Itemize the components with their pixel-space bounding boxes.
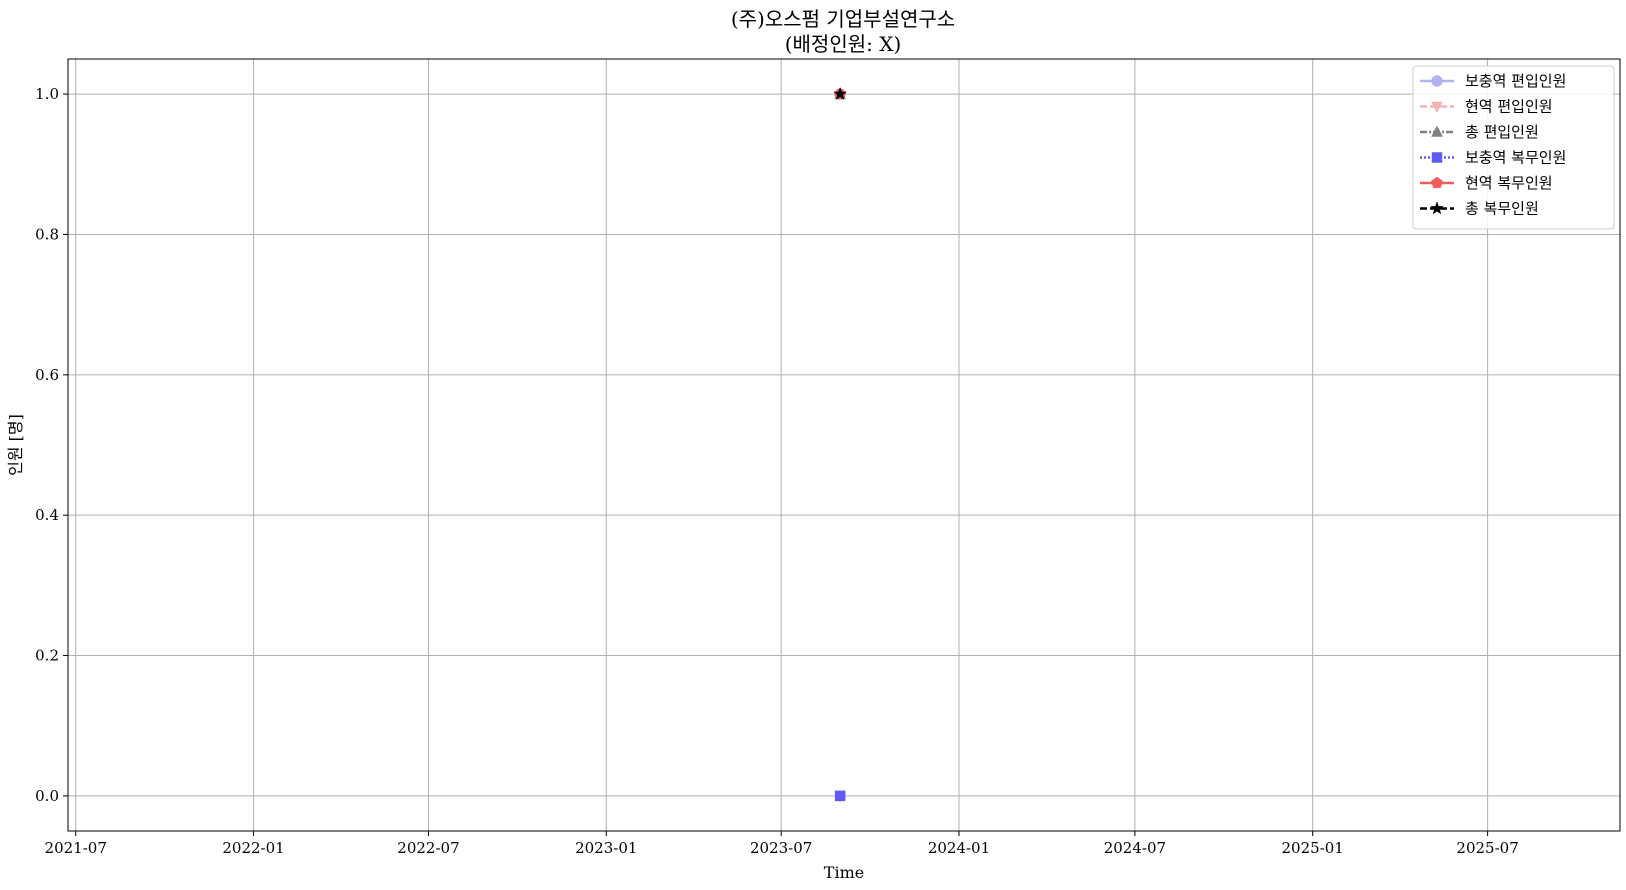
x-tick-label: 2024-01 [928,839,990,857]
x-tick-label: 2022-07 [397,839,459,857]
x-tick-label: 2023-07 [750,839,812,857]
grid-lines [68,59,1620,831]
legend-item: 보충역 편입인원 [1420,72,1566,90]
data-point [834,790,846,802]
y-tick-label: 0.6 [35,366,59,384]
series-5 [833,86,848,100]
legend-label: 현역 편입인원 [1465,98,1553,116]
plot-frame [67,58,1621,832]
legend-marker [1430,201,1444,215]
y-tick-label: 0.0 [35,787,59,805]
data-marks [833,86,848,803]
legend-marker [1431,125,1443,137]
chart-subtitle: (배정인원: X) [785,32,902,56]
legend-label: 총 복무인원 [1465,200,1539,218]
y-tick-label: 1.0 [35,85,59,103]
legend-marker [1431,75,1443,87]
x-tick-label: 2025-01 [1282,839,1344,857]
series-3 [834,790,846,802]
legend-label: 보충역 복무인원 [1465,149,1566,167]
legend-item: 현역 편입인원 [1420,98,1553,116]
legend-item: 보충역 복무인원 [1420,149,1566,167]
x-tick-label: 2024-07 [1104,839,1166,857]
legend-marker [1431,101,1443,114]
legend-frame [1412,65,1615,230]
chart-title: (주)오스펌 기업부설연구소 [731,7,955,31]
legend-item: 총 편입인원 [1420,123,1539,141]
x-tick-label: 2025-07 [1456,839,1518,857]
legend-marker [1431,152,1443,163]
legend-label: 보충역 편입인원 [1465,72,1566,90]
legend-label: 현역 복무인원 [1465,174,1553,192]
x-axis-label: Time [824,863,864,882]
axis-ticks: 2021-07 2022-01 2022-07 2023-01 2023-07 2024-… [35,85,1519,857]
y-axis-label: 인원 [명] [6,414,25,476]
y-tick-label: 0.8 [35,225,59,243]
legend-label: 총 편입인원 [1465,123,1539,141]
x-tick-label: 2022-01 [222,839,284,857]
legend-item: 총 복무인원 [1420,200,1539,218]
x-tick-label: 2023-01 [575,839,637,857]
x-tick-label: 2021-07 [45,839,107,857]
y-tick-label: 0.4 [35,506,59,524]
data-point [833,86,848,100]
y-tick-label: 0.2 [35,647,59,665]
legend-marker [1430,176,1444,189]
legend-item: 현역 복무인원 [1420,174,1553,192]
